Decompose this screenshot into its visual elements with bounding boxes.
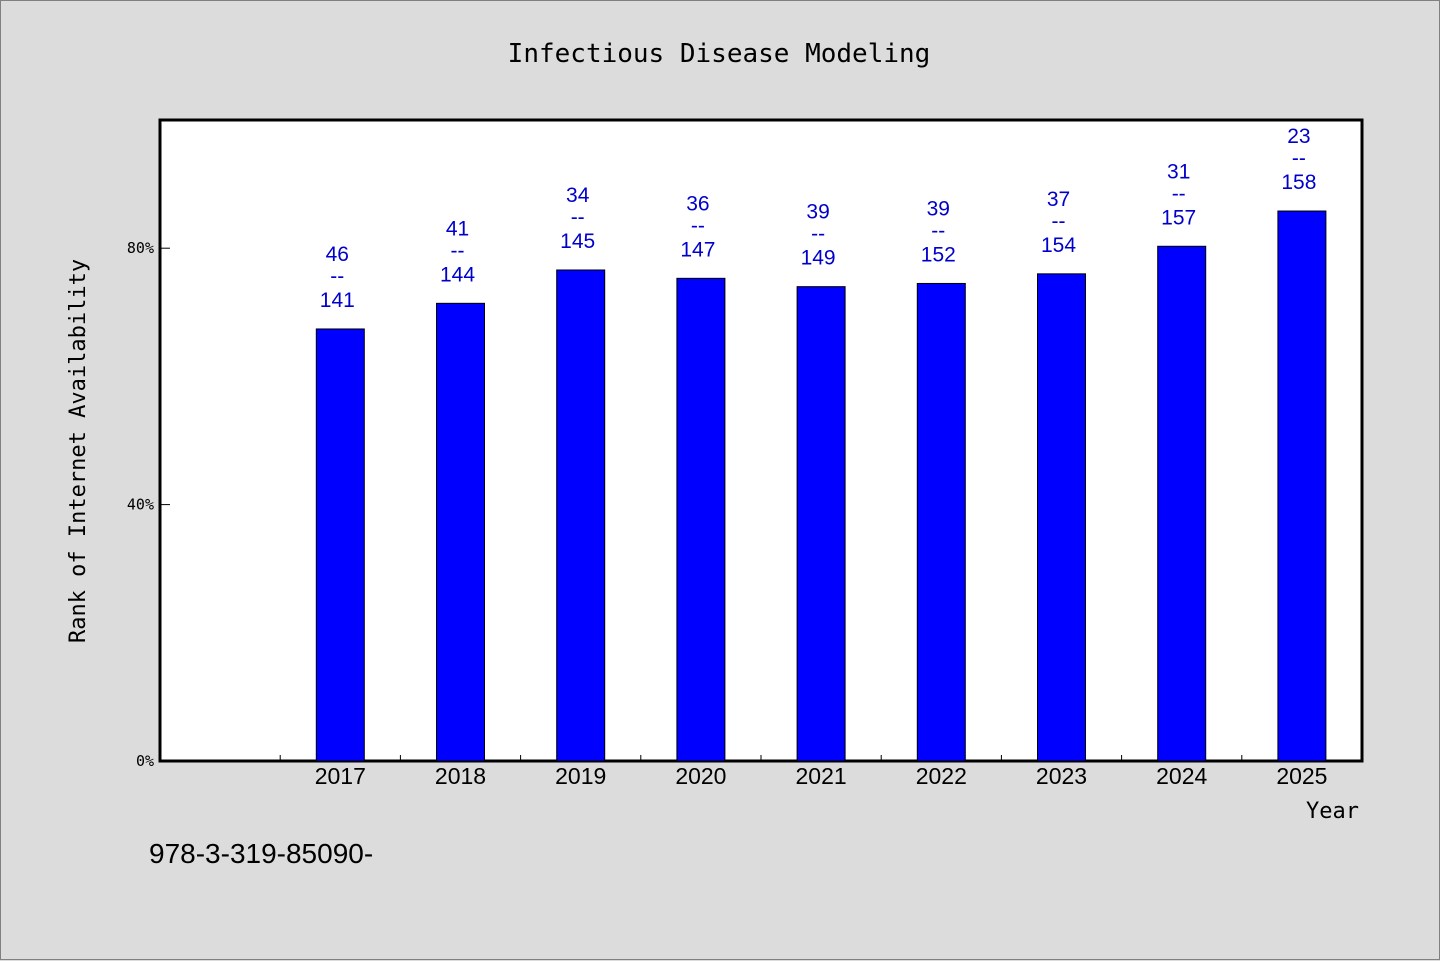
bar-label-2020-rank: 36	[686, 192, 709, 215]
bar-label-2024-total: 157	[1161, 206, 1196, 229]
bar-label-2021-rank: 39	[806, 201, 829, 224]
bar-label-2023-rank: 37	[1047, 188, 1070, 211]
bar-label-2018-separator: --	[451, 239, 465, 262]
chart-title: Infectious Disease Modeling	[508, 39, 931, 69]
x-tick-label-2022: 2022	[916, 763, 967, 789]
x-tick-label-2021: 2021	[796, 763, 847, 789]
bar-label-2024-rank: 31	[1167, 160, 1190, 183]
bar-label-2020-total: 147	[680, 238, 715, 261]
bar-label-2019-rank: 34	[566, 184, 590, 207]
bar-2021	[796, 286, 846, 762]
bars-group	[315, 210, 1327, 762]
bar-label-2017-total: 141	[320, 289, 355, 312]
bar-label-2022-separator: --	[931, 219, 945, 242]
x-tick-label-2024: 2024	[1156, 763, 1207, 789]
x-tick-label-2019: 2019	[555, 763, 606, 789]
y-tick-label-80: 80%	[127, 239, 154, 257]
bar-2020	[676, 277, 726, 762]
bar-label-2021-separator: --	[811, 223, 825, 246]
x-tick-label-2020: 2020	[675, 763, 726, 789]
bar-2022	[916, 282, 966, 762]
y-axis: 0% 40% 80%	[127, 239, 170, 770]
x-tick-label-2023: 2023	[1036, 763, 1087, 789]
x-tick-label-2017: 2017	[315, 763, 366, 789]
bar-label-2025-separator: --	[1292, 147, 1306, 170]
footer-text: 978-3-319-85090-	[149, 838, 373, 869]
bar-2024	[1157, 245, 1207, 762]
y-axis-title: Rank of Internet Availability	[66, 259, 91, 643]
y-tick-label-40: 40%	[127, 496, 154, 514]
bar-label-2023-separator: --	[1052, 210, 1066, 233]
bar-labels-group: 46--14141--14434--14536--14739--14939--1…	[320, 125, 1317, 312]
x-tick-label-2025: 2025	[1276, 763, 1327, 789]
y-tick-label-0: 0%	[136, 752, 154, 770]
bar-label-2025-rank: 23	[1287, 125, 1310, 148]
bar-label-2019-separator: --	[571, 206, 585, 229]
bar-label-2017-rank: 46	[326, 243, 349, 266]
bar-2018	[436, 302, 485, 762]
bar-label-2020-separator: --	[691, 214, 705, 237]
bar-label-2022-total: 152	[921, 243, 956, 266]
bar-2019	[556, 269, 606, 762]
bar-label-2018-rank: 41	[446, 217, 469, 240]
bar-2017	[315, 328, 365, 762]
x-axis-title: Year	[1306, 799, 1359, 824]
x-tick-label-2018: 2018	[435, 763, 486, 789]
bar-label-2019-total: 145	[560, 230, 595, 253]
bar-label-2021-total: 149	[801, 247, 836, 270]
bar-label-2017-separator: --	[330, 265, 344, 288]
bar-label-2025-total: 158	[1281, 171, 1316, 194]
bar-2025	[1277, 210, 1327, 762]
bar-label-2023-total: 154	[1041, 234, 1076, 257]
bar-label-2024-separator: --	[1172, 182, 1186, 205]
bar-2023	[1037, 273, 1086, 762]
x-axis: 2017 2018 2019 2020 2021 2022 2023 2024 2025	[279, 755, 1327, 789]
bar-label-2018-total: 144	[440, 263, 475, 286]
bar-label-2022-rank: 39	[927, 197, 950, 220]
